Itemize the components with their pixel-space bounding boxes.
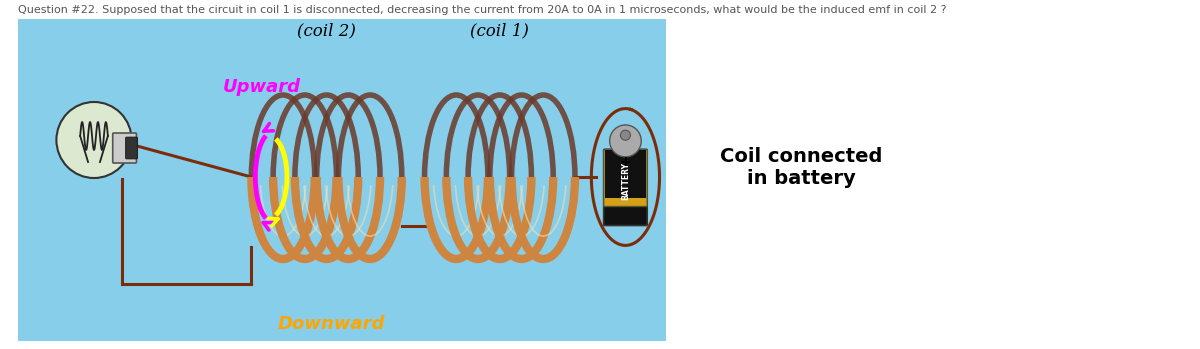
Circle shape (56, 102, 132, 178)
Text: Coil connected
in battery: Coil connected in battery (720, 147, 883, 187)
Circle shape (610, 125, 641, 157)
Text: Downward: Downward (278, 315, 385, 333)
Text: (coil 1): (coil 1) (470, 22, 529, 39)
FancyBboxPatch shape (604, 149, 647, 225)
Text: BATTERY: BATTERY (620, 162, 630, 200)
Text: +: + (619, 155, 631, 169)
Text: (coil 2): (coil 2) (298, 22, 356, 39)
FancyBboxPatch shape (113, 133, 137, 163)
FancyBboxPatch shape (605, 150, 647, 198)
Text: Question #22. Supposed that the circuit in coil 1 is disconnected, decreasing th: Question #22. Supposed that the circuit … (18, 5, 947, 15)
FancyBboxPatch shape (604, 149, 647, 207)
FancyBboxPatch shape (126, 137, 138, 159)
FancyBboxPatch shape (18, 19, 666, 341)
Circle shape (620, 130, 630, 140)
Text: Upward: Upward (223, 78, 301, 96)
